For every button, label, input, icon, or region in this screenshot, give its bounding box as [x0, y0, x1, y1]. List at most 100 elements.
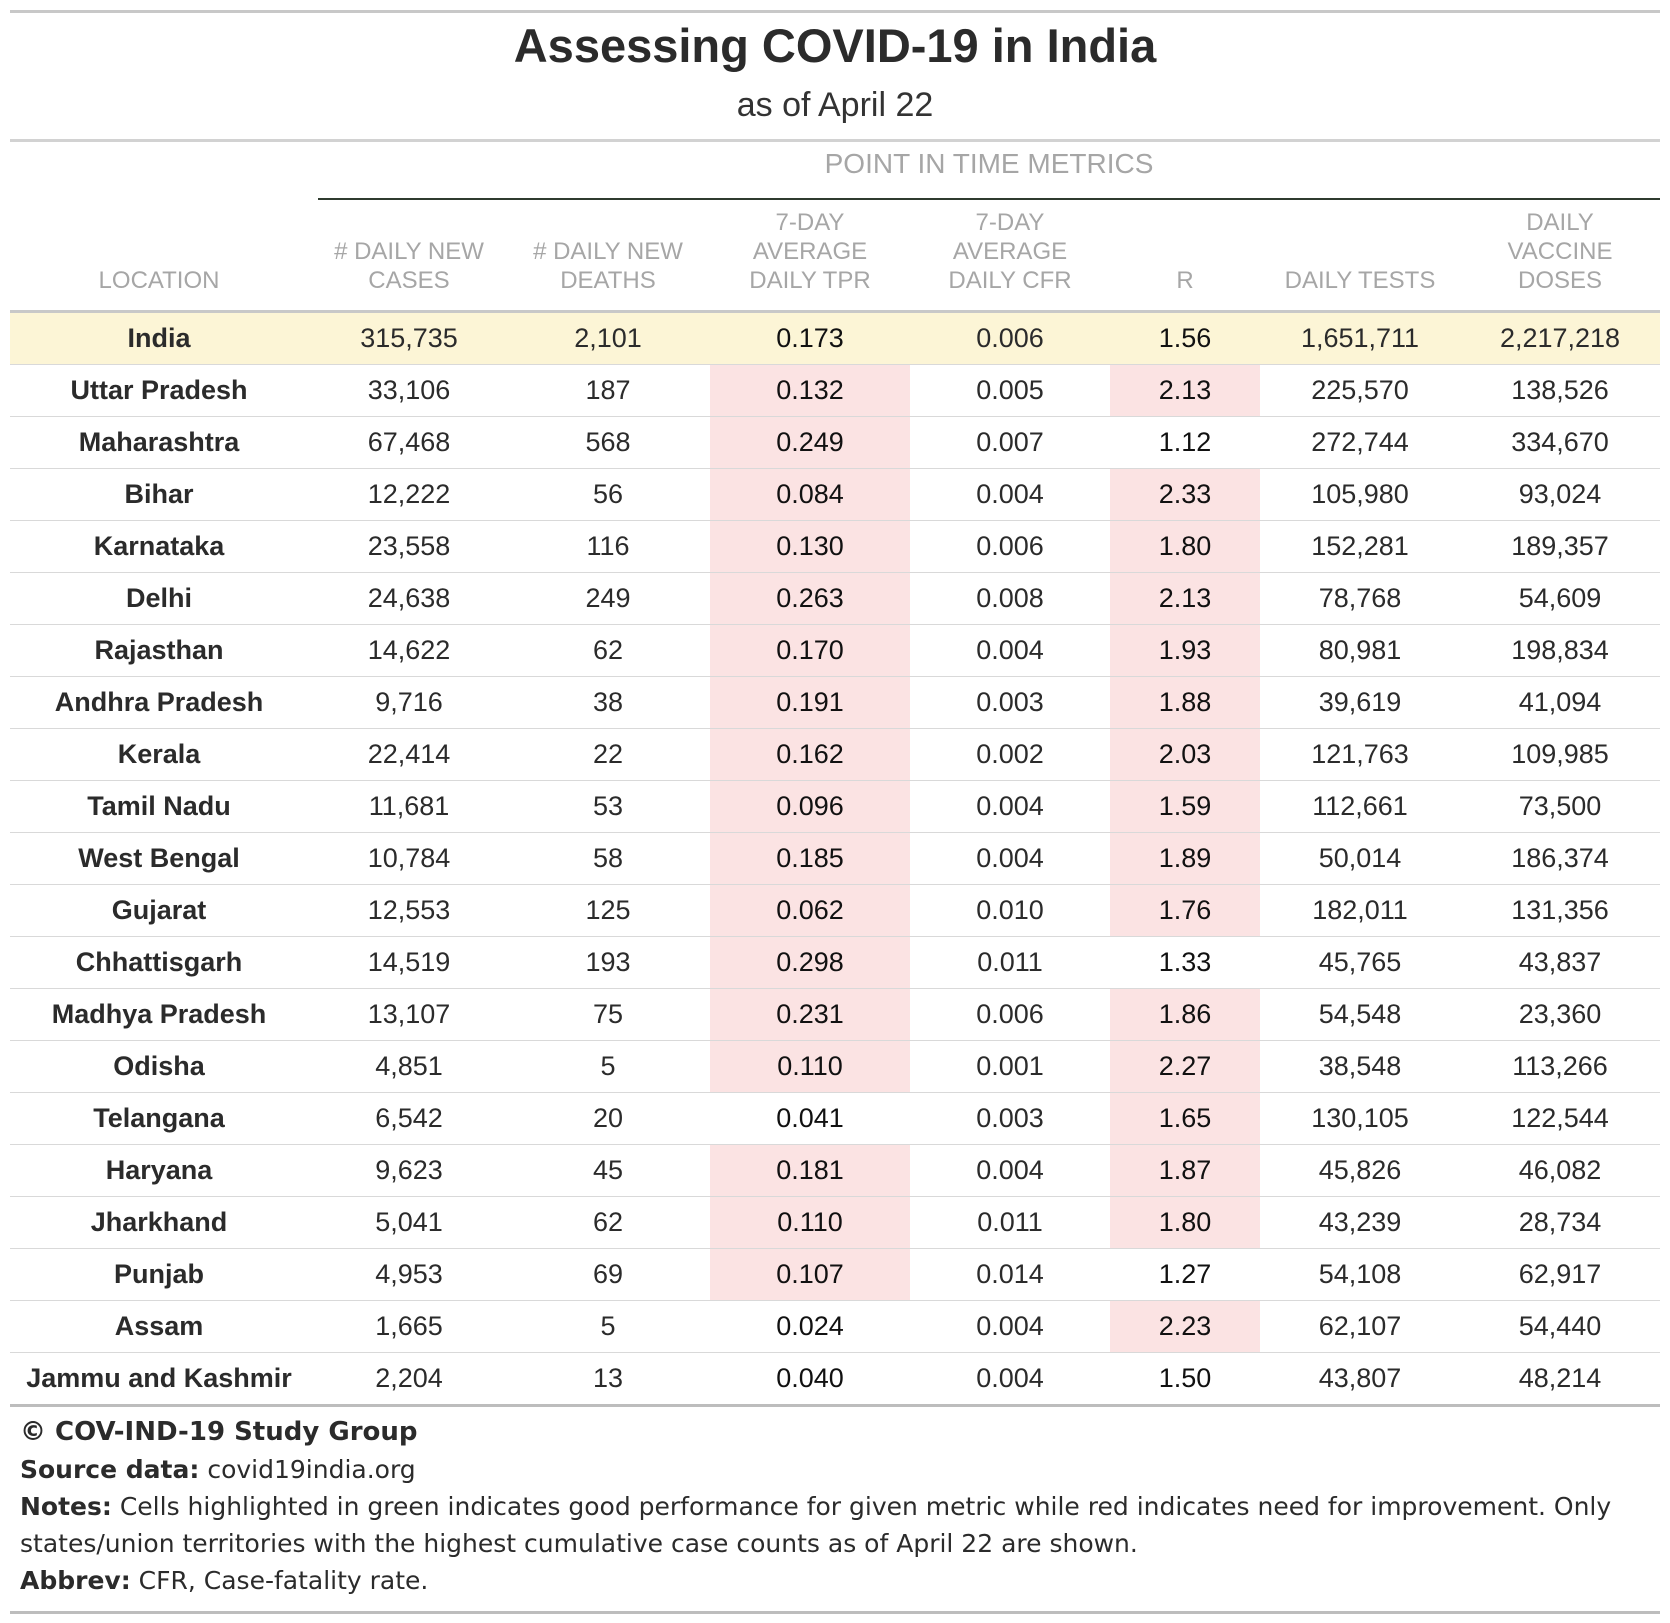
cell-cfr: 0.011 [977, 947, 1043, 977]
cell-location: Kerala [117, 739, 201, 769]
cell-daily-new-cases: 12,222 [367, 479, 451, 509]
cell-daily-tests: 225,570 [1311, 375, 1409, 405]
cell-daily-new-deaths: 193 [585, 947, 631, 977]
table-row: Punjab 4,953 69 0.107 0.014 1.27 54,108 62,917 [10, 1249, 1660, 1301]
cell-daily-new-cases: 13,107 [367, 999, 451, 1029]
cell-daily-new-deaths: 5 [600, 1311, 616, 1341]
cell-tpr: 0.096 [710, 781, 910, 832]
cell-daily-tests: 182,011 [1312, 895, 1408, 925]
notes-label: Notes: [20, 1492, 112, 1521]
table-row: Uttar Pradesh 33,106 187 0.132 0.005 2.13 225,… [10, 365, 1660, 417]
table-row: Rajasthan 14,622 62 0.170 0.004 1.93 80,981 198… [10, 625, 1660, 677]
cell-cfr: 0.003 [976, 687, 1044, 717]
cell-daily-new-deaths: 568 [585, 427, 631, 457]
cell-cfr: 0.006 [976, 999, 1044, 1029]
cell-daily-vaccine-doses: 186,374 [1511, 843, 1609, 873]
cell-cfr: 0.014 [976, 1259, 1044, 1289]
cell-daily-new-cases: 2,204 [375, 1363, 443, 1393]
cell-r: 2.23 [1110, 1301, 1260, 1352]
cell-r: 1.89 [1110, 833, 1260, 884]
cell-tpr: 0.263 [710, 573, 910, 624]
cell-daily-new-deaths: 5 [600, 1051, 616, 1081]
cell-daily-vaccine-doses: 113,266 [1512, 1051, 1608, 1081]
cell-daily-tests: 1,651,711 [1300, 323, 1420, 353]
cell-tpr: 0.162 [710, 729, 910, 780]
cell-daily-new-cases: 315,735 [360, 323, 458, 353]
cell-r: 2.13 [1110, 573, 1260, 624]
cell-tpr: 0.181 [710, 1145, 910, 1196]
cell-daily-new-cases: 14,622 [367, 635, 451, 665]
cell-cfr: 0.001 [976, 1051, 1044, 1081]
cell-daily-vaccine-doses: 54,609 [1518, 583, 1602, 613]
table-row: Kerala 22,414 22 0.162 0.002 2.03 121,763 109,9… [10, 729, 1660, 781]
cell-location: Tamil Nadu [87, 791, 231, 821]
cell-cfr: 0.010 [976, 895, 1044, 925]
cell-daily-new-cases: 5,041 [375, 1207, 443, 1237]
column-header-daily-new-deaths: # DAILY NEW DEATHS [533, 238, 683, 294]
cell-cfr: 0.004 [976, 1363, 1044, 1393]
column-header-r: R [1176, 267, 1194, 294]
cell-location: Uttar Pradesh [70, 375, 248, 405]
chart-subtitle: as of April 22 [736, 86, 934, 124]
cell-daily-tests: 54,548 [1318, 999, 1402, 1029]
cell-location: Telangana [93, 1103, 225, 1133]
cell-daily-new-cases: 67,468 [367, 427, 451, 457]
cell-r: 1.59 [1110, 781, 1260, 832]
cell-daily-vaccine-doses: 54,440 [1518, 1311, 1602, 1341]
cell-r: 1.80 [1110, 1197, 1260, 1248]
table-row: Karnataka 23,558 116 0.130 0.006 1.80 152,281 1… [10, 521, 1660, 573]
cell-daily-vaccine-doses: 62,917 [1518, 1259, 1602, 1289]
cell-daily-vaccine-doses: 28,734 [1518, 1207, 1602, 1237]
cell-daily-new-cases: 1,665 [375, 1311, 443, 1341]
footer: © COV-IND-19 Study Group Source data: co… [20, 1414, 1650, 1599]
cell-cfr: 0.004 [976, 1155, 1044, 1185]
cell-r: 1.87 [1110, 1145, 1260, 1196]
cell-daily-new-deaths: 187 [585, 375, 631, 405]
cell-daily-tests: 54,108 [1318, 1259, 1402, 1289]
column-group-label: POINT IN TIME METRICS [824, 148, 1154, 179]
abbrev-label: Abbrev: [20, 1566, 131, 1595]
cell-tpr: 0.110 [710, 1197, 910, 1248]
cell-daily-vaccine-doses: 189,357 [1511, 531, 1609, 561]
cell-daily-tests: 39,619 [1318, 687, 1402, 717]
cell-location: India [127, 323, 191, 353]
cell-location: Rajasthan [94, 635, 224, 665]
cell-daily-vaccine-doses: 138,526 [1511, 375, 1609, 405]
cell-daily-new-deaths: 62 [592, 1207, 624, 1237]
cell-tpr: 0.249 [710, 417, 910, 468]
cell-cfr: 0.006 [976, 531, 1044, 561]
cell-daily-new-cases: 24,638 [367, 583, 451, 613]
cell-cfr: 0.008 [976, 583, 1044, 613]
cell-daily-new-deaths: 56 [592, 479, 624, 509]
table-row: Telangana 6,542 20 0.041 0.003 1.65 130,105 122… [10, 1093, 1660, 1145]
cell-location: Jammu and Kashmir [26, 1363, 292, 1393]
table-bottom-rule [10, 1404, 1660, 1407]
cell-location: Karnataka [93, 531, 225, 561]
cell-daily-new-cases: 22,414 [367, 739, 451, 769]
table-row: India 315,735 2,101 0.173 0.006 1.56 1,651,711… [10, 313, 1660, 365]
cell-r: 1.33 [1158, 947, 1212, 977]
cell-daily-vaccine-doses: 334,670 [1511, 427, 1609, 457]
cell-r: 1.56 [1158, 323, 1212, 353]
table-row: Madhya Pradesh 13,107 75 0.231 0.006 1.86 54,5… [10, 989, 1660, 1041]
cell-tpr: 0.185 [710, 833, 910, 884]
cell-location: Madhya Pradesh [51, 999, 267, 1029]
cell-daily-tests: 121,763 [1311, 739, 1409, 769]
column-header-daily-tests: DAILY TESTS [1284, 267, 1436, 294]
cell-daily-new-deaths: 53 [592, 791, 624, 821]
cell-tpr: 0.173 [776, 323, 844, 353]
cell-tpr: 0.062 [710, 885, 910, 936]
cell-location: Delhi [125, 583, 192, 613]
cell-cfr: 0.004 [976, 1311, 1044, 1341]
cell-tpr: 0.110 [710, 1041, 910, 1092]
cell-daily-new-cases: 14,519 [367, 947, 451, 977]
cell-r: 1.12 [1158, 427, 1212, 457]
cell-daily-new-cases: 9,716 [375, 687, 443, 717]
column-header-daily-vaccine-doses: DAILY VACCINE DOSES [1507, 209, 1613, 294]
table-body: India 315,735 2,101 0.173 0.006 1.56 1,651,711… [10, 313, 1660, 1405]
cell-tpr: 0.041 [776, 1103, 844, 1133]
cell-daily-vaccine-doses: 48,214 [1518, 1363, 1602, 1393]
cell-daily-tests: 78,768 [1318, 583, 1402, 613]
cell-cfr: 0.006 [976, 323, 1044, 353]
cell-daily-tests: 130,105 [1311, 1103, 1409, 1133]
